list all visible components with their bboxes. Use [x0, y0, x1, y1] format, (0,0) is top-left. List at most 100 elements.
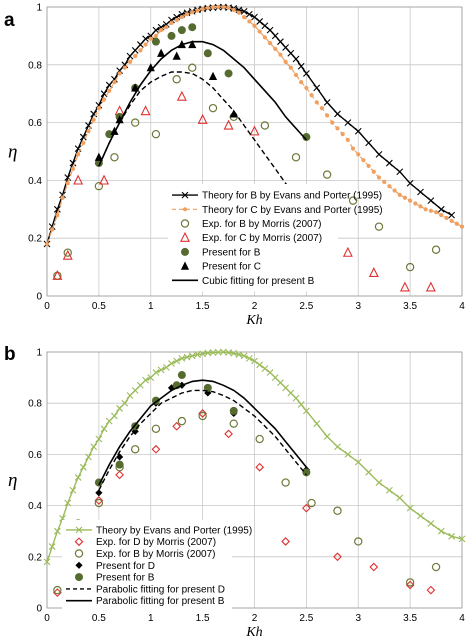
x-stroke: [277, 379, 284, 387]
data-point: [236, 10, 242, 15]
data-point: [266, 26, 274, 34]
data-point: [356, 152, 361, 157]
data-point: [444, 215, 449, 221]
x-tick-label: 2: [252, 613, 258, 624]
data-point: [110, 126, 119, 135]
data-point: [203, 383, 212, 392]
data-point: [76, 152, 81, 157]
legend-label: Theory by Evans and Porter (1995): [96, 525, 252, 536]
data-point: [428, 208, 433, 213]
x-axis-label: Kh: [245, 625, 262, 637]
data-point: [168, 16, 175, 24]
x-stroke: [240, 352, 248, 360]
legend-swatch-marker: [180, 231, 190, 242]
data-point: [402, 195, 408, 200]
legend-background: [62, 520, 232, 611]
data-point: [197, 113, 208, 124]
data-point: [94, 498, 104, 508]
data-point: [153, 33, 159, 39]
x-stroke: [90, 443, 98, 451]
x-stroke: [256, 18, 264, 25]
data-point: [157, 48, 166, 57]
data-point: [96, 106, 101, 111]
data-point: [448, 211, 456, 219]
data-point: [151, 37, 160, 46]
data-point: [190, 10, 195, 15]
x-stroke: [147, 374, 155, 381]
data-point: [100, 90, 108, 98]
x-tick-label: 0: [44, 301, 50, 312]
data-point: [229, 109, 238, 118]
data-point: [116, 404, 124, 412]
data-point: [136, 41, 144, 48]
data-point: [431, 245, 441, 254]
data-point: [242, 15, 247, 20]
x-stroke: [121, 61, 129, 69]
data-point: [205, 5, 210, 10]
data-point: [309, 93, 314, 98]
data-point: [247, 19, 252, 24]
x-stroke: [121, 399, 129, 407]
data-point: [151, 444, 161, 454]
x-stroke: [157, 23, 165, 31]
data-point: [418, 204, 423, 209]
legend-entry: Exp. for D by Morris (2007): [74, 537, 216, 548]
data-point: [408, 198, 413, 203]
data-point: [116, 67, 124, 74]
x-stroke: [131, 387, 139, 394]
x-stroke: [136, 381, 144, 389]
legend-entry: Exp. for B by Morris (2007): [180, 219, 321, 230]
x-stroke: [74, 474, 82, 481]
series-exp-for-b-by-morris-2007: [53, 63, 441, 280]
data-point: [60, 195, 65, 200]
data-point: [293, 72, 299, 78]
x-stroke: [251, 357, 258, 365]
y-tick-label: 0: [36, 604, 42, 615]
data-point: [44, 241, 50, 247]
panel-label: b: [4, 344, 16, 365]
data-point: [325, 113, 330, 118]
data-point: [291, 153, 301, 162]
data-point: [385, 486, 393, 494]
data-point: [62, 249, 73, 260]
series-line: [98, 389, 307, 491]
x-stroke: [126, 52, 134, 60]
x-tick-label: 3.5: [403, 613, 417, 624]
data-point: [184, 12, 190, 17]
x-stroke: [152, 369, 160, 376]
x-stroke: [458, 535, 466, 543]
data-point: [152, 26, 160, 34]
legend-swatch-marker: [75, 573, 83, 582]
x-stroke: [142, 376, 149, 384]
plot-frame: [46, 6, 463, 297]
data-point: [307, 498, 316, 508]
x-stroke: [287, 389, 295, 397]
y-tick-label: 0.6: [28, 118, 42, 129]
data-point: [405, 578, 415, 587]
y-tick-label: 1: [36, 3, 42, 14]
data-point: [249, 125, 260, 136]
data-point: [437, 205, 445, 213]
data-point: [130, 118, 140, 127]
data-point: [131, 46, 139, 54]
data-point: [271, 32, 279, 40]
data-point: [334, 110, 341, 118]
x-stroke: [157, 366, 165, 374]
data-point: [95, 489, 103, 497]
series-exp-for-c-by-morris-2007: [52, 90, 436, 292]
data-point: [330, 120, 335, 125]
data-point: [229, 419, 238, 428]
x-stroke: [261, 22, 269, 30]
legend: Theory by Evans and Porter (1995)Exp. fo…: [62, 520, 252, 611]
x-stroke: [194, 351, 201, 358]
data-point: [437, 527, 445, 535]
data-point: [405, 580, 415, 590]
x-stroke: [95, 435, 103, 443]
data-point: [131, 387, 139, 394]
legend-swatch-marker: [75, 561, 83, 569]
data-point: [229, 406, 238, 415]
data-point: [167, 31, 176, 40]
data-point: [448, 532, 456, 540]
data-point: [365, 468, 373, 476]
data-point: [162, 20, 170, 28]
